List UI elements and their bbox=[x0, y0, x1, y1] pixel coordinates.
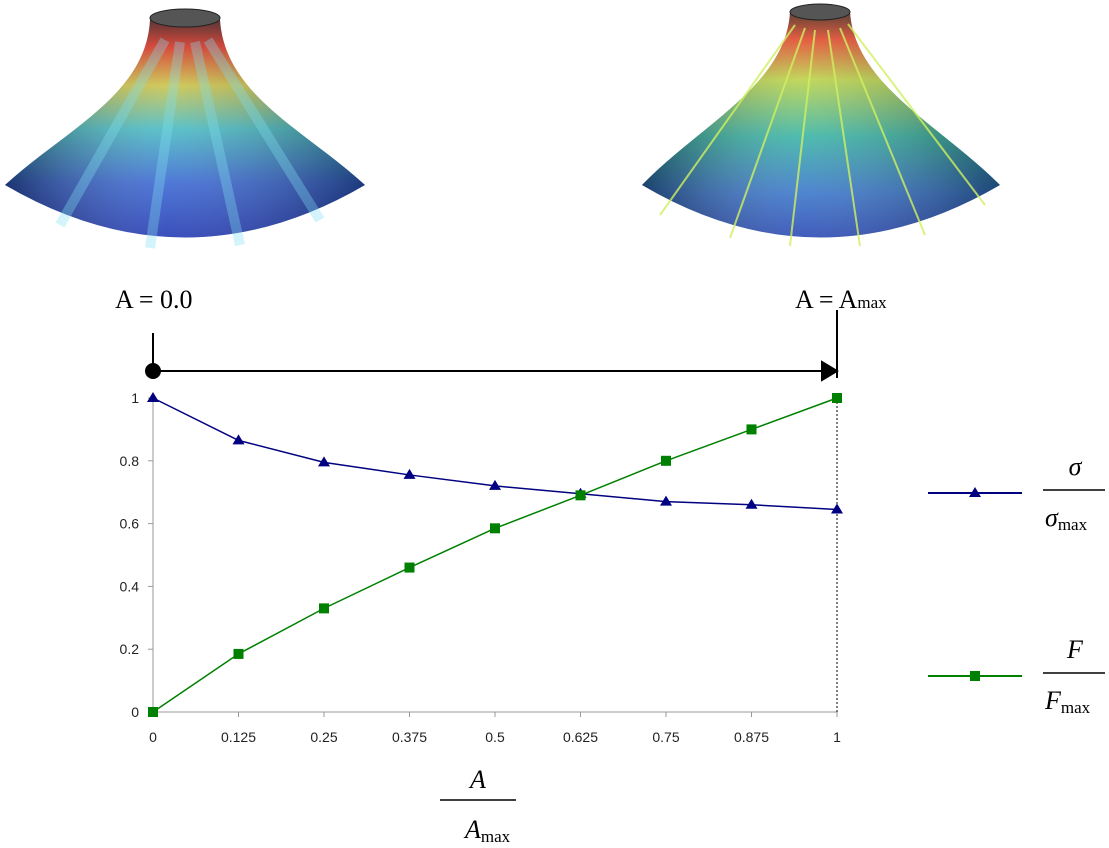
marker bbox=[490, 523, 500, 533]
x-tick-label: 0.25 bbox=[310, 729, 337, 745]
annotation: A = 0.0 bbox=[115, 285, 193, 314]
marker bbox=[147, 392, 159, 402]
x-tick-label: 1 bbox=[833, 729, 841, 745]
x-tick-label: 0.75 bbox=[652, 729, 679, 745]
legend-subscript: max bbox=[1058, 515, 1088, 534]
x-label-denominator: Amax bbox=[463, 815, 511, 846]
x-tick-label: 0.375 bbox=[392, 729, 427, 745]
series-line bbox=[153, 398, 837, 509]
left-cone bbox=[5, 9, 365, 248]
y-tick-label: 0.4 bbox=[120, 578, 140, 594]
range-arrow bbox=[146, 310, 837, 380]
annotation-text: A = A bbox=[795, 285, 858, 314]
x-label-numerator: A bbox=[468, 765, 486, 794]
y-tick-label: 0.6 bbox=[120, 516, 140, 532]
y-tick-label: 0.8 bbox=[120, 453, 140, 469]
marker bbox=[832, 393, 842, 403]
plot: 0 0.2 0.4 0.6 0.8 1 0 0.125 0.25 0.375 0.5 0.625 0.7… bbox=[120, 390, 843, 745]
legend-denominator: σmax bbox=[1045, 503, 1088, 534]
marker bbox=[405, 563, 415, 573]
x-tick-label: 0.625 bbox=[563, 729, 598, 745]
y-tick-label: 0 bbox=[131, 704, 139, 720]
legend-symbol: F bbox=[1044, 686, 1062, 715]
marker bbox=[746, 499, 758, 509]
x-tick-label: 0.5 bbox=[485, 729, 505, 745]
x-axis-label: A Amax bbox=[440, 765, 516, 846]
x-tick-label: 0 bbox=[149, 729, 157, 745]
marker bbox=[319, 603, 329, 613]
figure: A = 0.0 A = Amax 00.20.40.60.8100.1250.2… bbox=[0, 0, 1109, 848]
legend-numerator: F bbox=[1066, 635, 1084, 664]
marker bbox=[970, 671, 980, 681]
marker bbox=[148, 707, 158, 717]
marker bbox=[233, 434, 245, 444]
legend-subscript: max bbox=[1061, 698, 1091, 717]
y-tick-label: 0.2 bbox=[120, 641, 140, 657]
x-label-subscript: max bbox=[481, 827, 511, 846]
marker bbox=[747, 424, 757, 434]
right-cone bbox=[642, 4, 1000, 246]
x-tick-label: 0.125 bbox=[221, 729, 256, 745]
x-label-symbol: A bbox=[463, 815, 481, 844]
legend-numerator: σ bbox=[1069, 452, 1083, 481]
marker bbox=[831, 503, 843, 513]
marker bbox=[234, 649, 244, 659]
marker bbox=[661, 456, 671, 466]
marker bbox=[576, 490, 586, 500]
legend-denominator: Fmax bbox=[1044, 686, 1091, 717]
x-tick-label: 0.875 bbox=[734, 729, 769, 745]
y-tick-label: 1 bbox=[131, 390, 139, 406]
annotation: A = Amax bbox=[795, 285, 887, 314]
annotation-subscript: max bbox=[857, 293, 887, 312]
